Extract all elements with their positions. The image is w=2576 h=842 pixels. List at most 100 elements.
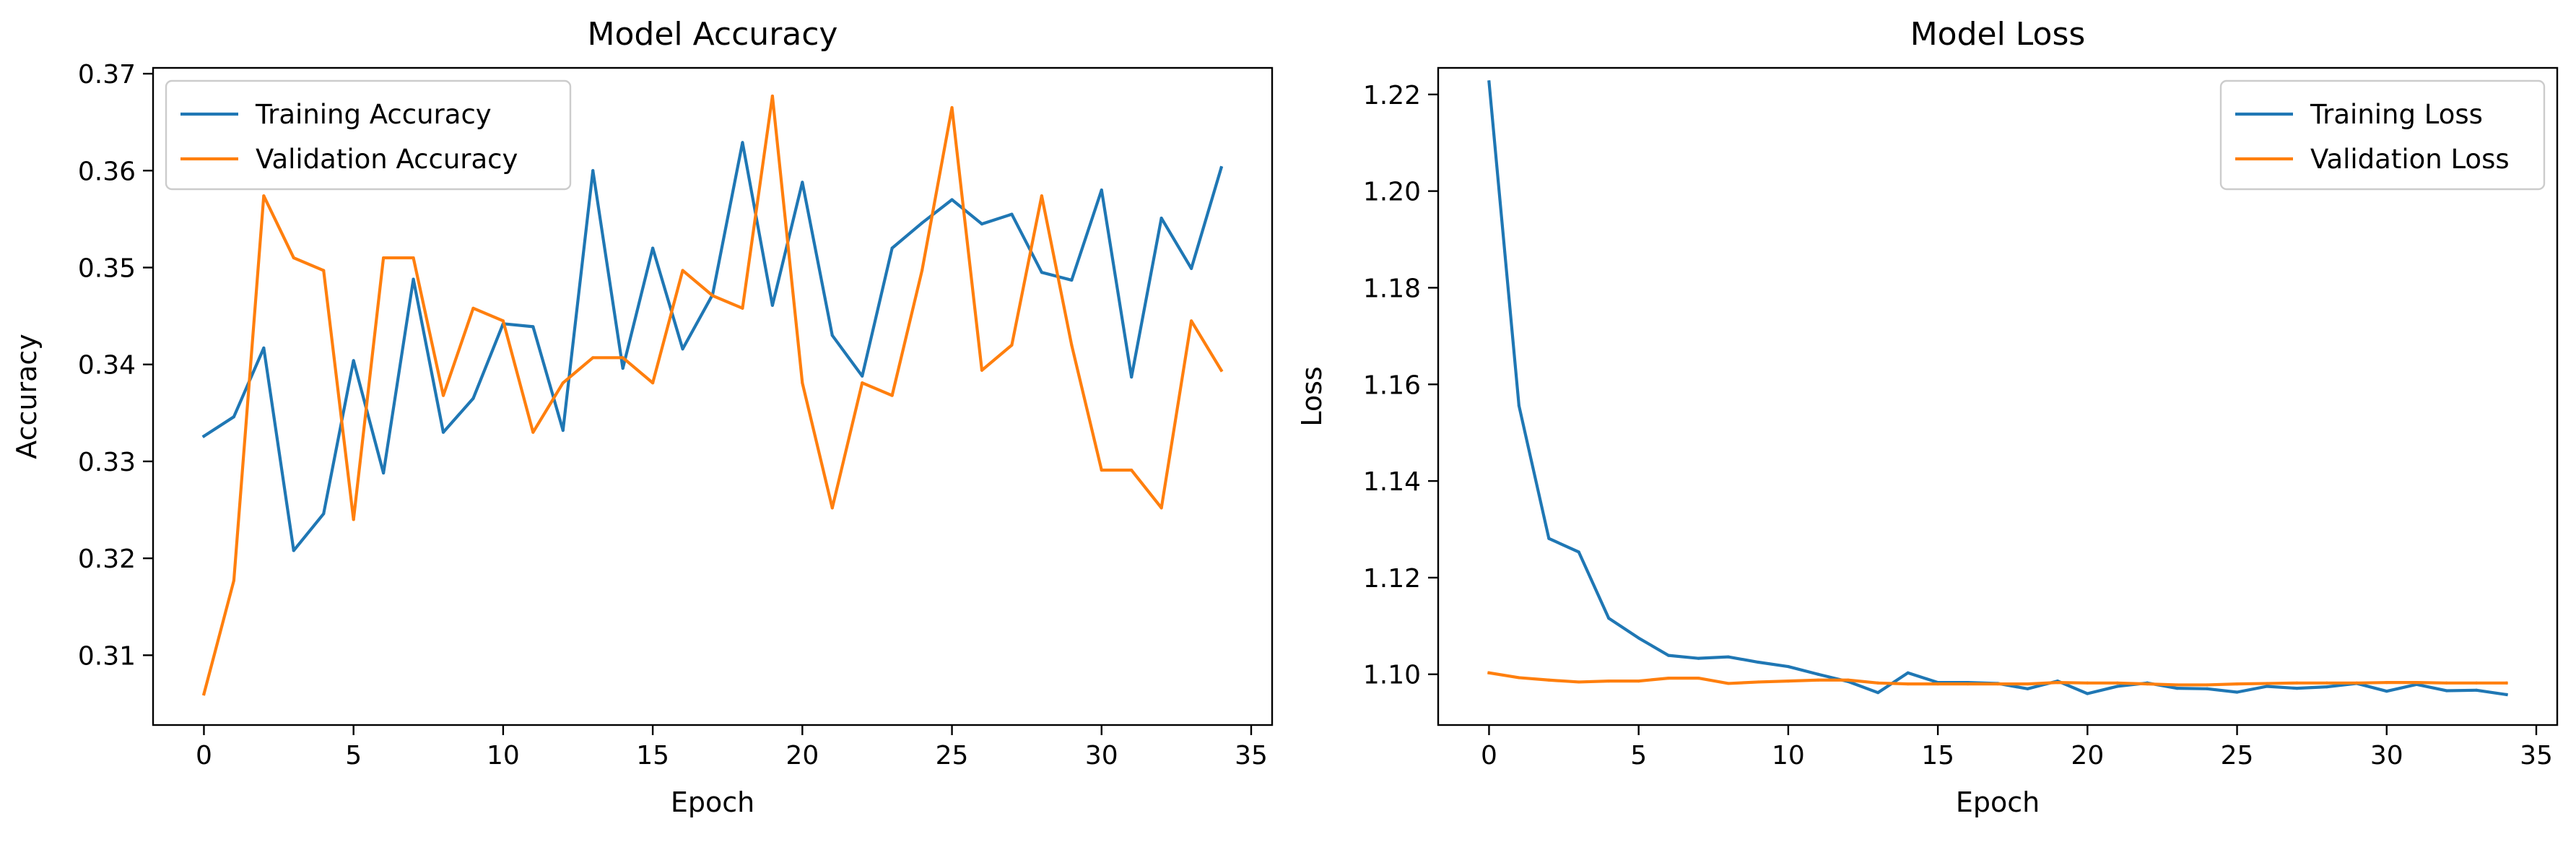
data-point (1190, 319, 1193, 323)
data-point (471, 396, 475, 400)
data-point (1487, 671, 1491, 674)
data-point (2415, 681, 2419, 685)
data-point (561, 428, 565, 433)
y-tick-label: 1.14 (1363, 467, 1421, 497)
data-point (2086, 692, 2089, 695)
data-point (561, 381, 565, 385)
data-point (2086, 681, 2089, 685)
x-tick-label: 30 (2370, 741, 2403, 771)
data-point (2175, 683, 2179, 687)
legend: Training Accuracy Validation Accuracy (165, 79, 572, 191)
data-point (681, 269, 684, 272)
data-point (1936, 682, 1940, 686)
y-tick-label: 0.35 (78, 253, 136, 283)
data-point (1219, 368, 1223, 372)
data-point (1966, 682, 1970, 686)
x-axis-label: Epoch (671, 786, 754, 818)
data-point (1159, 216, 1163, 220)
data-point (801, 181, 804, 184)
y-tick-label: 0.32 (78, 544, 136, 574)
data-point (531, 325, 535, 329)
data-point (591, 356, 595, 360)
data-point (1846, 678, 1850, 682)
x-tick-label: 10 (1772, 741, 1805, 771)
data-point (1070, 343, 1074, 347)
data-point (1996, 682, 2000, 686)
data-point (232, 578, 235, 583)
y-tick-label: 0.31 (78, 641, 136, 671)
data-point (681, 347, 684, 351)
data-point (1876, 691, 1880, 695)
y-tick-label: 1.20 (1363, 178, 1421, 207)
data-point (2115, 685, 2119, 688)
data-point (710, 294, 715, 298)
x-tick-label: 0 (196, 741, 212, 771)
data-point (1547, 537, 1551, 540)
data-point (1040, 194, 1043, 198)
x-tick-label: 20 (2071, 741, 2104, 771)
data-point (921, 269, 924, 272)
data-point (1607, 680, 1611, 683)
data-point (292, 256, 295, 260)
data-point (1637, 636, 1640, 640)
data-point (2445, 681, 2448, 685)
x-tick-label: 20 (786, 741, 819, 771)
data-point (352, 359, 355, 363)
data-point (382, 256, 386, 260)
data-point (2146, 682, 2149, 686)
data-point (2115, 681, 2119, 685)
data-point (801, 381, 804, 385)
legend-label-0: Training Loss (2310, 99, 2483, 130)
y-tick-label: 0.33 (78, 448, 136, 477)
data-point (531, 430, 535, 434)
data-point (2505, 693, 2508, 696)
data-point (2206, 683, 2209, 687)
data-point (980, 222, 984, 226)
data-point (382, 471, 386, 475)
data-point (1517, 404, 1520, 407)
data-point (1607, 617, 1611, 620)
data-point (651, 381, 655, 385)
chart-panel-0: Model Accuracy 0 5 10 15 20 25 30 35 0.31 0.32 0.33… (11, 16, 1274, 818)
x-tick-label: 35 (1235, 741, 1268, 771)
x-tick-label: 5 (345, 741, 362, 771)
legend-label-1: Validation Accuracy (256, 144, 518, 175)
data-point (1517, 676, 1520, 680)
y-tick-label: 0.36 (78, 157, 136, 186)
data-point (1726, 682, 1731, 685)
data-point (1757, 660, 1760, 664)
data-point (830, 506, 834, 510)
data-point (1906, 682, 1910, 686)
y-axis-label: Loss (1296, 366, 1328, 426)
data-point (2445, 689, 2448, 693)
legend-box (165, 79, 572, 191)
data-point (441, 430, 445, 434)
data-point (921, 221, 924, 225)
data-point (2175, 687, 2179, 690)
data-point (2385, 681, 2388, 685)
data-point (1816, 678, 1820, 682)
chart-panel-1: Model Loss 0 5 10 15 20 25 30 35 1.10 1.12 1.14 1.16… (1296, 16, 2559, 818)
data-point (2235, 690, 2239, 694)
data-point (441, 394, 445, 397)
data-point (1637, 680, 1640, 683)
data-point (741, 306, 744, 310)
data-point (202, 692, 206, 696)
data-point (2475, 688, 2479, 692)
data-point (1190, 266, 1193, 270)
data-point (232, 415, 235, 419)
data-point (2026, 682, 2029, 686)
data-point (322, 269, 326, 272)
legend-label-0: Training Accuracy (255, 99, 492, 130)
data-point (1757, 680, 1760, 684)
y-axis-label: Accuracy (11, 334, 43, 459)
data-point (1159, 506, 1163, 510)
data-point (741, 141, 744, 144)
data-point (1906, 671, 1910, 674)
x-tick-label: 25 (936, 741, 969, 771)
data-point (651, 246, 655, 250)
x-tick-label: 5 (1630, 741, 1647, 771)
data-point (412, 256, 415, 260)
data-point (1876, 681, 1880, 685)
data-point (2385, 690, 2388, 693)
